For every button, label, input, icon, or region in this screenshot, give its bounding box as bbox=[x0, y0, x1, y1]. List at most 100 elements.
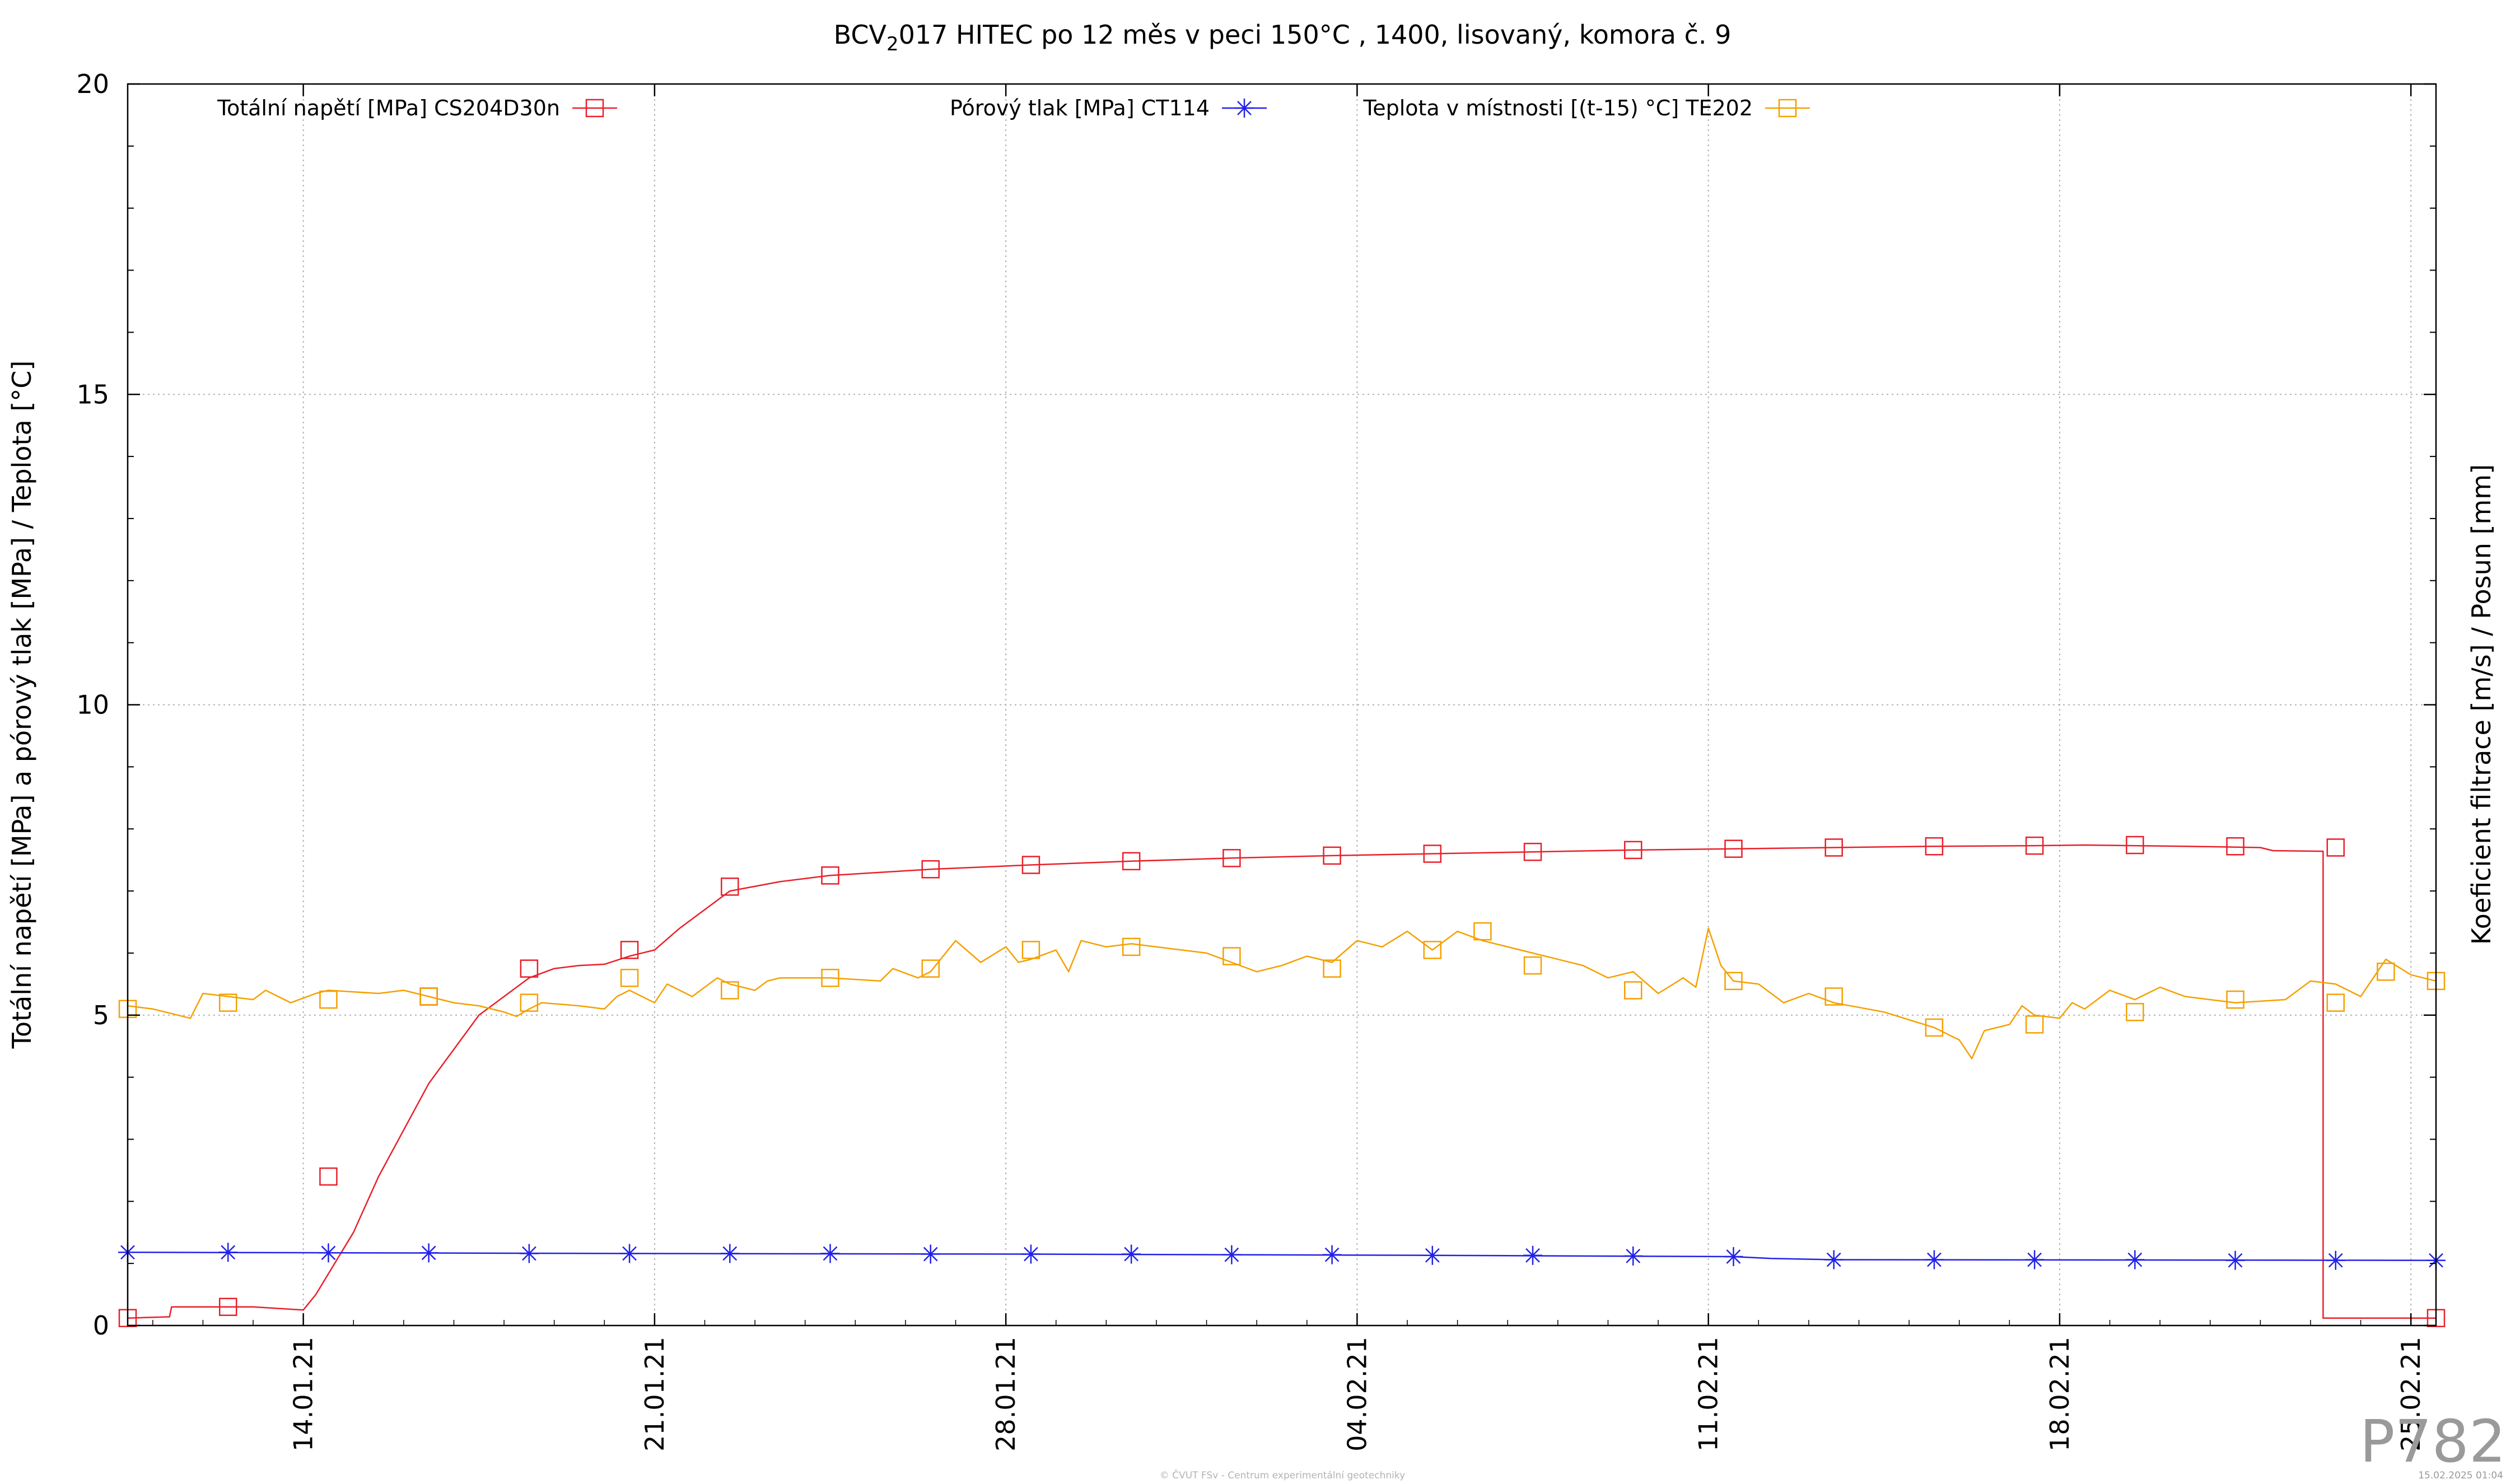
data-point-marker bbox=[1624, 981, 1642, 1000]
data-point-marker bbox=[821, 968, 839, 987]
series-3 bbox=[118, 922, 2446, 1060]
series-line bbox=[127, 1251, 2437, 1261]
footer-timestamp: 15.02.2025 01:04 bbox=[2418, 1470, 2503, 1481]
data-point-marker bbox=[1422, 1245, 1442, 1265]
data-point-marker bbox=[2126, 1002, 2144, 1021]
asterisk-stroke bbox=[1826, 1252, 1841, 1267]
asterisk-stroke bbox=[1425, 1248, 1440, 1263]
data-point-marker bbox=[2126, 836, 2144, 855]
legend-swatch-marker bbox=[585, 99, 604, 118]
data-point-marker bbox=[620, 941, 639, 959]
data-point-marker bbox=[620, 968, 639, 987]
data-point-marker bbox=[1724, 972, 1743, 991]
y-tick-label: 20 bbox=[76, 69, 109, 99]
asterisk-stroke bbox=[722, 1246, 738, 1261]
asterisk-stroke bbox=[2027, 1252, 2042, 1267]
axes: 0 5 10 15 20 14.01.21 21.01.21 28.01.21 04.02.21… bbox=[76, 69, 2436, 1452]
asterisk-stroke bbox=[1024, 1247, 1038, 1262]
legend-label: Teplota v místnosti [(t-15) °C] TE202 bbox=[1362, 96, 1753, 120]
legend-label: Pórový tlak [MPa] CT114 bbox=[950, 96, 1210, 120]
asterisk-stroke bbox=[221, 1245, 236, 1260]
data-point-marker bbox=[1222, 1245, 1242, 1264]
data-point-marker bbox=[820, 1244, 840, 1263]
data-point-marker bbox=[2225, 1250, 2245, 1270]
data-point-marker bbox=[1021, 856, 1040, 874]
x-tick-label: 28.01.21 bbox=[991, 1337, 1021, 1452]
legend-swatch-marker bbox=[1778, 99, 1797, 118]
footer-copyright: © ČVUT FSv - Centrum experimentální geot… bbox=[1160, 1469, 1405, 1481]
data-point-marker bbox=[2025, 1015, 2044, 1034]
asterisk-stroke bbox=[1927, 1252, 1942, 1267]
data-point-marker bbox=[2226, 837, 2244, 856]
data-point-marker bbox=[1523, 1245, 1543, 1265]
data-point-marker bbox=[1523, 956, 1542, 975]
asterisk-stroke bbox=[1626, 1248, 1641, 1263]
asterisk-stroke bbox=[421, 1245, 436, 1261]
series-layer bbox=[118, 836, 2446, 1327]
data-point-marker bbox=[720, 1244, 740, 1263]
data-point-marker bbox=[2326, 993, 2345, 1012]
data-point-marker bbox=[2226, 990, 2244, 1009]
asterisk-stroke bbox=[1224, 1247, 1239, 1262]
data-point-marker bbox=[218, 1298, 237, 1316]
data-point-marker bbox=[1724, 1247, 1743, 1266]
data-point-marker bbox=[1122, 1244, 1141, 1264]
x-tick-label: 25.02.21 bbox=[2396, 1337, 2426, 1452]
data-point-marker bbox=[1623, 1246, 1643, 1266]
data-point-marker bbox=[1824, 1250, 1844, 1270]
asterisk-stroke bbox=[1324, 1247, 1340, 1262]
data-point-marker bbox=[520, 993, 539, 1012]
data-point-marker bbox=[520, 959, 539, 978]
data-point-marker bbox=[1222, 947, 1241, 965]
data-point-marker bbox=[2025, 836, 2044, 855]
asterisk-stroke bbox=[521, 1246, 536, 1261]
series-1 bbox=[118, 836, 2446, 1327]
y2-axis-label: Koeficient filtrace [m/s] / Posun [mm] bbox=[2466, 464, 2496, 945]
y-tick-label: 10 bbox=[76, 690, 109, 720]
data-point-marker bbox=[1523, 842, 1542, 861]
data-point-marker bbox=[419, 1243, 438, 1263]
asterisk-stroke bbox=[1124, 1247, 1139, 1262]
data-point-marker bbox=[218, 993, 237, 1012]
data-point-marker bbox=[2125, 1250, 2145, 1270]
data-point-marker bbox=[921, 1244, 940, 1264]
data-point-marker bbox=[620, 1244, 640, 1263]
legend-label: Totální napětí [MPa] CS204D30n bbox=[217, 96, 560, 120]
x-tick-label: 04.02.21 bbox=[1342, 1337, 1372, 1452]
data-point-marker bbox=[319, 1243, 338, 1263]
chart-title: BCV2017 HITEC po 12 měs v peci 150°C , 1… bbox=[834, 20, 1732, 55]
data-point-marker bbox=[921, 860, 940, 879]
asterisk-stroke bbox=[622, 1246, 637, 1261]
data-point-marker bbox=[721, 981, 739, 1000]
legend-swatch-marker bbox=[1235, 99, 1254, 118]
data-point-marker bbox=[2326, 838, 2345, 857]
data-point-marker bbox=[2377, 962, 2395, 981]
y-tick-label: 15 bbox=[76, 379, 109, 409]
data-point-marker bbox=[1322, 1245, 1342, 1264]
data-point-marker bbox=[1122, 852, 1141, 871]
asterisk-stroke bbox=[823, 1246, 838, 1261]
asterisk-stroke bbox=[1525, 1248, 1540, 1263]
data-point-marker bbox=[319, 1167, 338, 1186]
data-point-marker bbox=[218, 1243, 238, 1262]
legend: Totální napětí [MPa] CS204D30n Pórový tla… bbox=[217, 96, 1810, 120]
watermark: P782 bbox=[2360, 1407, 2506, 1476]
data-point-marker bbox=[1824, 987, 1843, 1006]
asterisk-stroke bbox=[321, 1245, 336, 1261]
series-2 bbox=[118, 1243, 2446, 1270]
data-point-marker bbox=[1724, 839, 1743, 858]
asterisk-stroke bbox=[923, 1247, 938, 1262]
series-line bbox=[127, 927, 2437, 1060]
data-point-marker bbox=[1925, 1018, 1944, 1037]
data-point-marker bbox=[821, 866, 839, 885]
data-point-marker bbox=[1624, 841, 1642, 860]
data-point-marker bbox=[1423, 941, 1442, 959]
y-tick-label: 0 bbox=[93, 1310, 109, 1341]
asterisk-stroke bbox=[2228, 1253, 2243, 1268]
data-point-marker bbox=[1021, 1244, 1040, 1264]
data-point-marker bbox=[1473, 922, 1492, 941]
data-point-marker bbox=[1021, 941, 1040, 959]
data-point-marker bbox=[1122, 937, 1141, 956]
asterisk-stroke bbox=[1237, 101, 1252, 115]
x-tick-label: 14.01.21 bbox=[288, 1337, 319, 1452]
